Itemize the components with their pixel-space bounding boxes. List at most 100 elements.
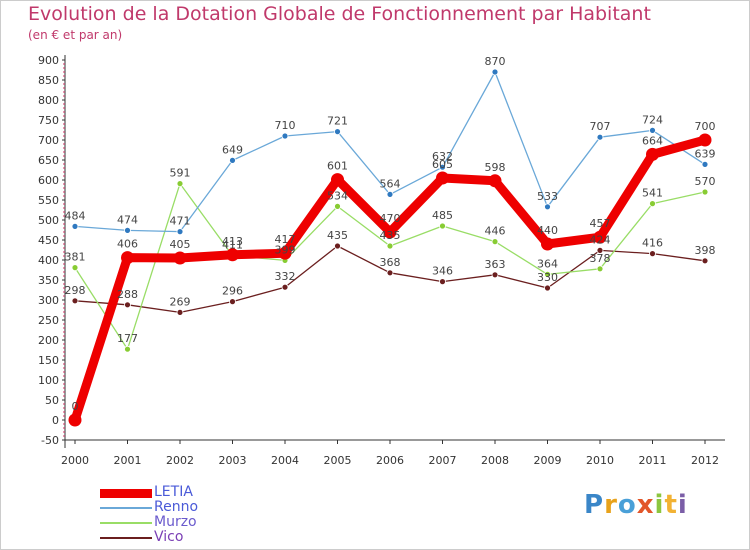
- data-label-renno: 870: [485, 55, 506, 68]
- x-tick-label: 2002: [166, 454, 194, 467]
- data-label-letia: 417: [275, 233, 296, 246]
- y-tick-label: 600: [38, 174, 59, 187]
- data-point-renno: [71, 222, 79, 230]
- data-point-vico: [334, 242, 341, 250]
- data-point-renno: [334, 128, 341, 136]
- data-point-vico: [649, 250, 656, 258]
- data-label-murzo: 591: [170, 167, 191, 180]
- y-tick-label: 700: [38, 134, 59, 147]
- data-point-murzo: [439, 222, 446, 230]
- data-label-renno: 564: [380, 177, 401, 190]
- data-label-letia: 0: [72, 400, 79, 413]
- data-label-renno: 649: [222, 143, 243, 156]
- y-tick-label: 550: [38, 194, 59, 207]
- legend-swatch: [100, 507, 152, 509]
- legend-label: LETIA: [154, 484, 193, 500]
- data-point-letia: [121, 251, 134, 265]
- data-point-renno: [439, 163, 446, 171]
- data-point-renno: [544, 203, 551, 211]
- data-label-murzo: 411: [222, 239, 243, 252]
- data-label-letia: 406: [117, 238, 138, 251]
- axes: -50 0 50 100 150 200 250 300 350 400 450 500 550 600 6…: [38, 54, 725, 467]
- y-tick-label: 200: [38, 334, 59, 347]
- data-point-murzo: [701, 188, 709, 196]
- logo-letter: i: [677, 490, 688, 520]
- y-tick-label: 750: [38, 114, 59, 127]
- legend-label: Vico: [154, 529, 184, 545]
- data-point-letia: [593, 230, 607, 244]
- data-label-letia: 605: [432, 158, 453, 171]
- x-tick-label: 2011: [639, 454, 667, 467]
- data-point-letia: [383, 225, 397, 239]
- data-label-vico: 416: [642, 237, 663, 250]
- data-label-letia: 413: [222, 235, 243, 248]
- data-point-vico: [701, 257, 709, 265]
- data-label-vico: 296: [222, 285, 243, 298]
- data-label-letia: 700: [695, 120, 716, 133]
- data-point-letia: [698, 133, 712, 147]
- data-labels: 298 288 269 296 332 435 368 346 363 330 424 416 398 3…: [65, 55, 716, 413]
- y-tick-label: 400: [38, 254, 59, 267]
- data-label-letia: 457: [590, 217, 611, 230]
- data-label-vico: 435: [327, 229, 348, 242]
- data-point-vico: [124, 301, 131, 309]
- y-tick-label: 800: [38, 94, 59, 107]
- data-label-renno: 632: [432, 150, 453, 163]
- data-label-renno: 707: [590, 120, 611, 133]
- y-tick-label: 500: [38, 214, 59, 227]
- data-point-vico: [281, 283, 289, 291]
- data-point-letia: [278, 246, 292, 260]
- data-point-murzo: [176, 180, 184, 188]
- y-tick-label: 300: [38, 294, 59, 307]
- data-point-murzo: [71, 264, 79, 272]
- data-label-vico: 288: [117, 288, 138, 301]
- y-tick-label: 100: [38, 374, 59, 387]
- data-label-vico: 330: [537, 271, 558, 284]
- logo-letter: P: [584, 490, 605, 520]
- x-tick-label: 2005: [324, 454, 352, 467]
- proxiti-logo: Proxiti: [584, 490, 688, 520]
- data-point-vico: [439, 278, 446, 286]
- data-point-renno: [281, 132, 289, 140]
- data-label-vico: 332: [275, 270, 296, 283]
- chart-subtitle: (en € et par an): [28, 28, 123, 42]
- data-label-murzo: 570: [695, 175, 716, 188]
- data-point-letia: [646, 147, 659, 161]
- data-label-renno: 474: [117, 213, 138, 226]
- data-label-murzo: 435: [380, 229, 401, 242]
- series-line-renno: [74, 71, 706, 233]
- data-point-vico: [176, 308, 184, 316]
- data-point-renno: [124, 226, 131, 234]
- data-label-vico: 424: [590, 233, 611, 246]
- y-tick-label: 150: [38, 354, 59, 367]
- data-label-vico: 269: [170, 295, 191, 308]
- data-label-vico: 398: [695, 244, 716, 257]
- data-label-murzo: 541: [642, 187, 663, 200]
- data-label-murzo: 446: [485, 225, 506, 238]
- x-tick-label: 2006: [376, 454, 404, 467]
- data-label-letia: 470: [380, 212, 401, 225]
- data-point-vico: [71, 297, 79, 305]
- series-lines: [68, 68, 712, 427]
- data-label-murzo: 378: [590, 252, 611, 265]
- data-point-letia: [541, 237, 554, 251]
- data-label-letia: 664: [642, 134, 663, 147]
- data-label-renno: 724: [642, 113, 663, 126]
- data-point-renno: [491, 68, 499, 76]
- y-tick-label: 0: [52, 414, 59, 427]
- logo-letter: i: [654, 490, 665, 520]
- data-point-letia: [68, 413, 82, 427]
- data-label-murzo: 399: [275, 243, 296, 256]
- legend-swatch: [100, 488, 152, 498]
- data-label-vico: 368: [380, 256, 401, 269]
- x-tick-label: 2004: [271, 454, 299, 467]
- logo-letter: o: [617, 490, 637, 520]
- y-tick-label: 850: [38, 74, 59, 87]
- x-tick-label: 2000: [61, 454, 89, 467]
- legend-label: Murzo: [154, 514, 197, 530]
- data-point-murzo: [649, 200, 656, 208]
- data-label-murzo: 485: [432, 209, 453, 222]
